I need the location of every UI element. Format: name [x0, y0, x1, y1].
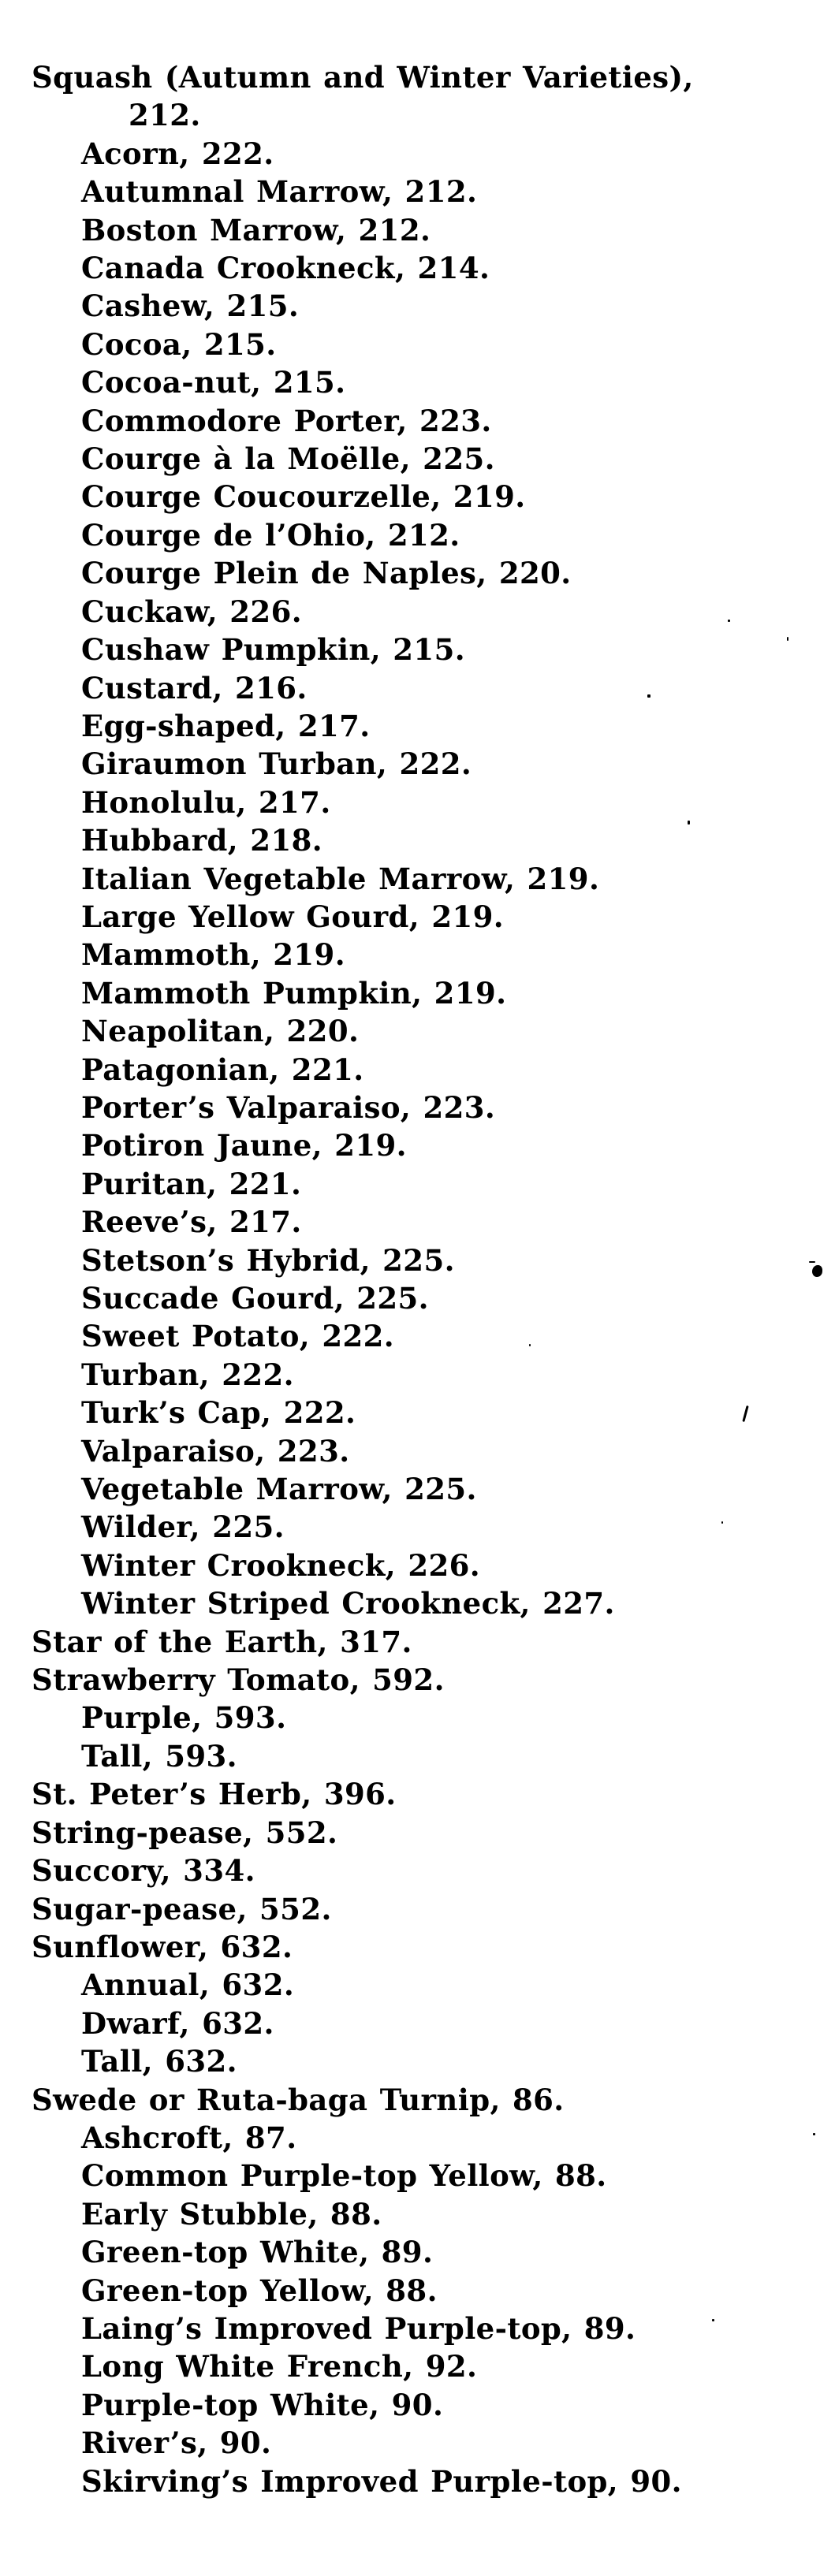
- index-line: Neapolitan, 220.: [81, 1014, 360, 1049]
- scan-artifact-dot: [721, 1521, 723, 1524]
- index-line: Purple, 593.: [81, 1700, 287, 1736]
- index-line: Dwarf, 632.: [81, 2005, 274, 2041]
- index-line: Mammoth, 219.: [81, 937, 345, 973]
- index-line: Star of the Earth, 317.: [32, 1624, 412, 1659]
- scan-artifact-dot: [688, 821, 690, 825]
- scan-artifact-dash: [809, 1261, 815, 1263]
- index-line: Courge à la Moëlle, 225.: [81, 441, 495, 477]
- index-line: Courge de l’Ohio, 212.: [81, 517, 460, 553]
- index-line: Boston Marrow, 212.: [81, 212, 431, 248]
- index-line: Wilder, 225.: [81, 1509, 285, 1545]
- index-line: Tall, 632.: [81, 2044, 237, 2079]
- index-line: Early Stubble, 88.: [81, 2196, 382, 2232]
- index-line: Purple-top White, 90.: [81, 2387, 444, 2422]
- scan-artifact-blob: [812, 1265, 822, 1277]
- scan-artifact-dot: [647, 694, 650, 698]
- index-line: 212.: [129, 98, 201, 133]
- scan-artifact-dot: [787, 637, 788, 641]
- index-line: Large Yellow Gourd, 219.: [81, 899, 505, 934]
- index-line: Patagonian, 221.: [81, 1052, 364, 1087]
- index-line: Valparaiso, 223.: [81, 1433, 350, 1469]
- index-line: Courge Plein de Naples, 220.: [81, 556, 572, 591]
- index-line: Italian Vegetable Marrow, 219.: [81, 861, 600, 896]
- index-line: Reeve’s, 217.: [81, 1204, 302, 1240]
- index-line: St. Peter’s Herb, 396.: [32, 1777, 397, 1812]
- index-line: Egg-shaped, 217.: [81, 708, 371, 743]
- index-line: Sunflower, 632.: [32, 1929, 293, 1964]
- scan-artifact-dot: [813, 2133, 815, 2135]
- index-line: Common Purple-top Yellow, 88.: [81, 2158, 607, 2194]
- index-line: Sweet Potato, 222.: [81, 1319, 395, 1354]
- index-line: Laing’s Improved Purple-top, 89.: [81, 2310, 636, 2346]
- index-line: Commodore Porter, 223.: [81, 403, 492, 438]
- index-line: Potiron Jaune, 219.: [81, 1128, 407, 1163]
- index-line: Long White French, 92.: [81, 2349, 478, 2384]
- index-line: Vegetable Marrow, 225.: [81, 1472, 477, 1507]
- index-line: Porter’s Valparaiso, 223.: [81, 1089, 496, 1125]
- index-line: Canada Crookneck, 214.: [81, 251, 490, 286]
- index-line: Squash (Autumn and Winter Varieties),: [32, 60, 694, 95]
- index-line: Green-top Yellow, 88.: [81, 2273, 438, 2308]
- index-line: Succade Gourd, 225.: [81, 1281, 429, 1316]
- index-line: Swede or Ruta-baga Turnip, 86.: [32, 2082, 565, 2117]
- index-line: Succory, 334.: [32, 1853, 255, 1889]
- index-line: Winter Striped Crookneck, 227.: [81, 1586, 615, 1621]
- index-line: Turban, 222.: [81, 1357, 294, 1392]
- index-line: Winter Crookneck, 226.: [81, 1547, 481, 1583]
- index-line: Skirving’s Improved Purple-top, 90.: [81, 2463, 682, 2499]
- index-line: Autumnal Marrow, 212.: [81, 174, 478, 210]
- index-line: Turk’s Cap, 222.: [81, 1395, 356, 1431]
- index-line: Cuckaw, 226.: [81, 594, 303, 629]
- index-line: Annual, 632.: [81, 1967, 295, 2003]
- index-line: Giraumon Turban, 222.: [81, 746, 472, 782]
- index-line: Green-top White, 89.: [81, 2235, 434, 2270]
- index-line: Cocoa-nut, 215.: [81, 365, 346, 400]
- index-line: Honolulu, 217.: [81, 784, 331, 820]
- index-line: Cashew, 215.: [81, 288, 300, 324]
- index-line: Stetson’s Hybrid, 225.: [81, 1242, 455, 1278]
- index-line: River’s, 90.: [81, 2425, 272, 2461]
- index-line: Cocoa, 215.: [81, 326, 277, 362]
- scan-artifact-dot: [712, 2319, 714, 2321]
- index-list: Squash (Autumn and Winter Varieties), 212…: [0, 58, 835, 2500]
- index-line: Courge Coucourzelle, 219.: [81, 479, 526, 515]
- scan-artifact-dot: [529, 1344, 531, 1346]
- index-line: Custard, 216.: [81, 670, 308, 705]
- index-line: String-pease, 552.: [32, 1815, 338, 1850]
- index-line: Ashcroft, 87.: [81, 2120, 297, 2155]
- index-line: Tall, 593.: [81, 1738, 237, 1774]
- index-line: Mammoth Pumpkin, 219.: [81, 975, 507, 1011]
- index-line: Strawberry Tomato, 592.: [32, 1662, 445, 1698]
- index-line: Puritan, 221.: [81, 1166, 302, 1201]
- index-line: Sugar-pease, 552.: [32, 1891, 332, 1926]
- index-line: Cushaw Pumpkin, 215.: [81, 632, 466, 668]
- scan-artifact-dot: [728, 620, 730, 622]
- index-line: Hubbard, 218.: [81, 823, 323, 858]
- index-line: Acorn, 222.: [81, 136, 274, 171]
